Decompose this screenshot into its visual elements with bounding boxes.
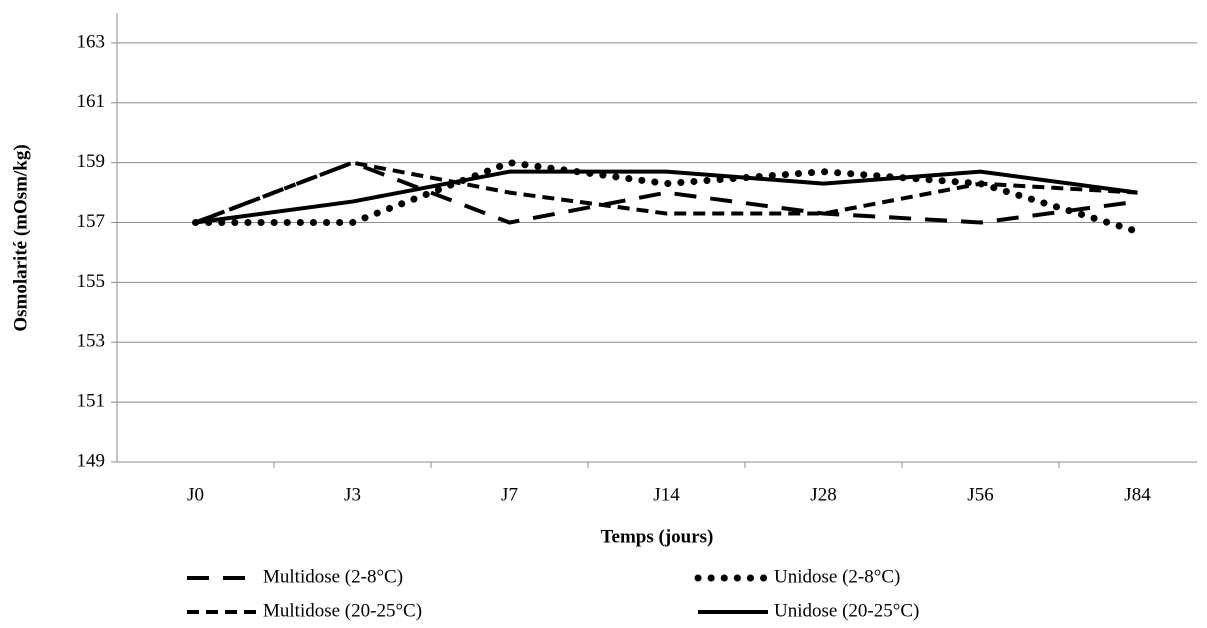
- y-tick-label: 157: [77, 211, 106, 232]
- x-tick-label: J28: [810, 484, 836, 505]
- x-tick-label: J84: [1124, 484, 1151, 505]
- line-series: [194, 160, 1138, 225]
- y-tick-label: 161: [77, 91, 106, 112]
- y-tick-label: 159: [77, 151, 106, 172]
- y-axis-label: Osmolarité (mOsm/kg): [10, 144, 31, 331]
- line-series: [194, 160, 1138, 225]
- y-tick-label: 149: [77, 450, 106, 471]
- legend-label: Multidose (2-8°C): [263, 566, 403, 587]
- y-tick-label: 153: [77, 331, 106, 352]
- x-tick-label: J3: [344, 484, 361, 505]
- x-tick-label: J7: [501, 484, 518, 505]
- y-tick-label: 155: [77, 271, 106, 292]
- x-tick-label: J56: [967, 484, 993, 505]
- legend-label: Unidose (20-25°C): [774, 600, 919, 621]
- legend-label: Multidose (20-25°C): [263, 600, 422, 621]
- legend-label: Unidose (2-8°C): [774, 566, 900, 587]
- x-tick-label: J0: [187, 484, 204, 505]
- x-axis-label: Temps (jours): [601, 526, 714, 547]
- y-tick-label: 163: [77, 31, 106, 52]
- y-tick-label: 151: [77, 390, 106, 411]
- x-tick-label: J14: [653, 484, 680, 505]
- line-series: [195, 169, 1138, 225]
